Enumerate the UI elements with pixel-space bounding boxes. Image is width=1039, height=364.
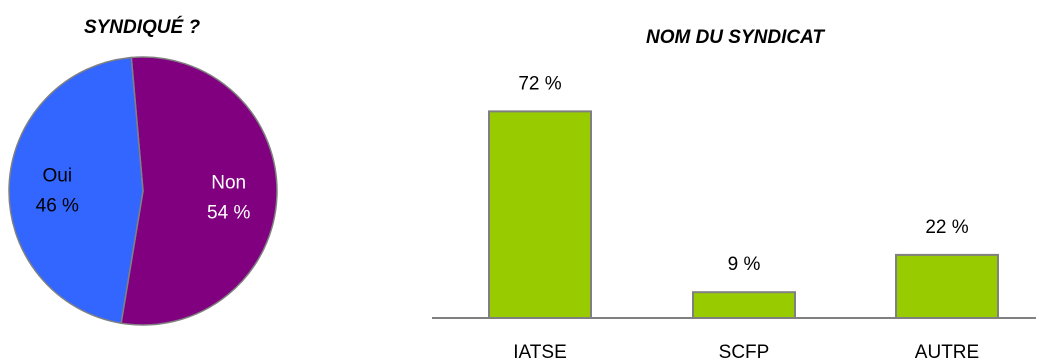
pie-label-oui: Oui	[43, 166, 73, 187]
category-label-autre: AUTRE	[915, 342, 979, 363]
pie-value-non: 54 %	[207, 202, 250, 223]
bar-marks	[488, 110, 999, 320]
pie-slice-oui	[8, 56, 144, 325]
pie-slices	[8, 56, 278, 326]
pie-chart-title: SYNDIQUÉ ?	[84, 16, 201, 38]
bar-iatse	[488, 110, 592, 320]
pie-chart: SYNDIQUÉ ? Non 54 % Oui 46 %	[8, 16, 278, 326]
category-label-scfp: SCFP	[719, 342, 770, 363]
pie-label-non: Non	[211, 172, 246, 193]
bar-scfp	[692, 291, 796, 320]
bar-value-label-scfp: 9 %	[728, 254, 761, 275]
bar-autre	[895, 253, 999, 319]
pie-value-oui: 46 %	[36, 196, 79, 217]
bar-chart: NOM DU SYNDICAT 72 % 9 % 22 % IATSE SCFP AUT…	[432, 27, 1036, 363]
pie-slice-non	[120, 56, 278, 326]
bar-value-label-autre: 22 %	[925, 217, 968, 238]
category-label-iatse: IATSE	[513, 342, 567, 363]
pie-labels: Non 54 % Oui 46 %	[36, 166, 251, 224]
bar-labels: 72 % 9 % 22 %	[518, 73, 968, 275]
bar-chart-title: NOM DU SYNDICAT	[646, 27, 825, 48]
bar-value-label-iatse: 72 %	[518, 73, 561, 94]
category-labels: IATSE SCFP AUTRE	[513, 342, 979, 363]
